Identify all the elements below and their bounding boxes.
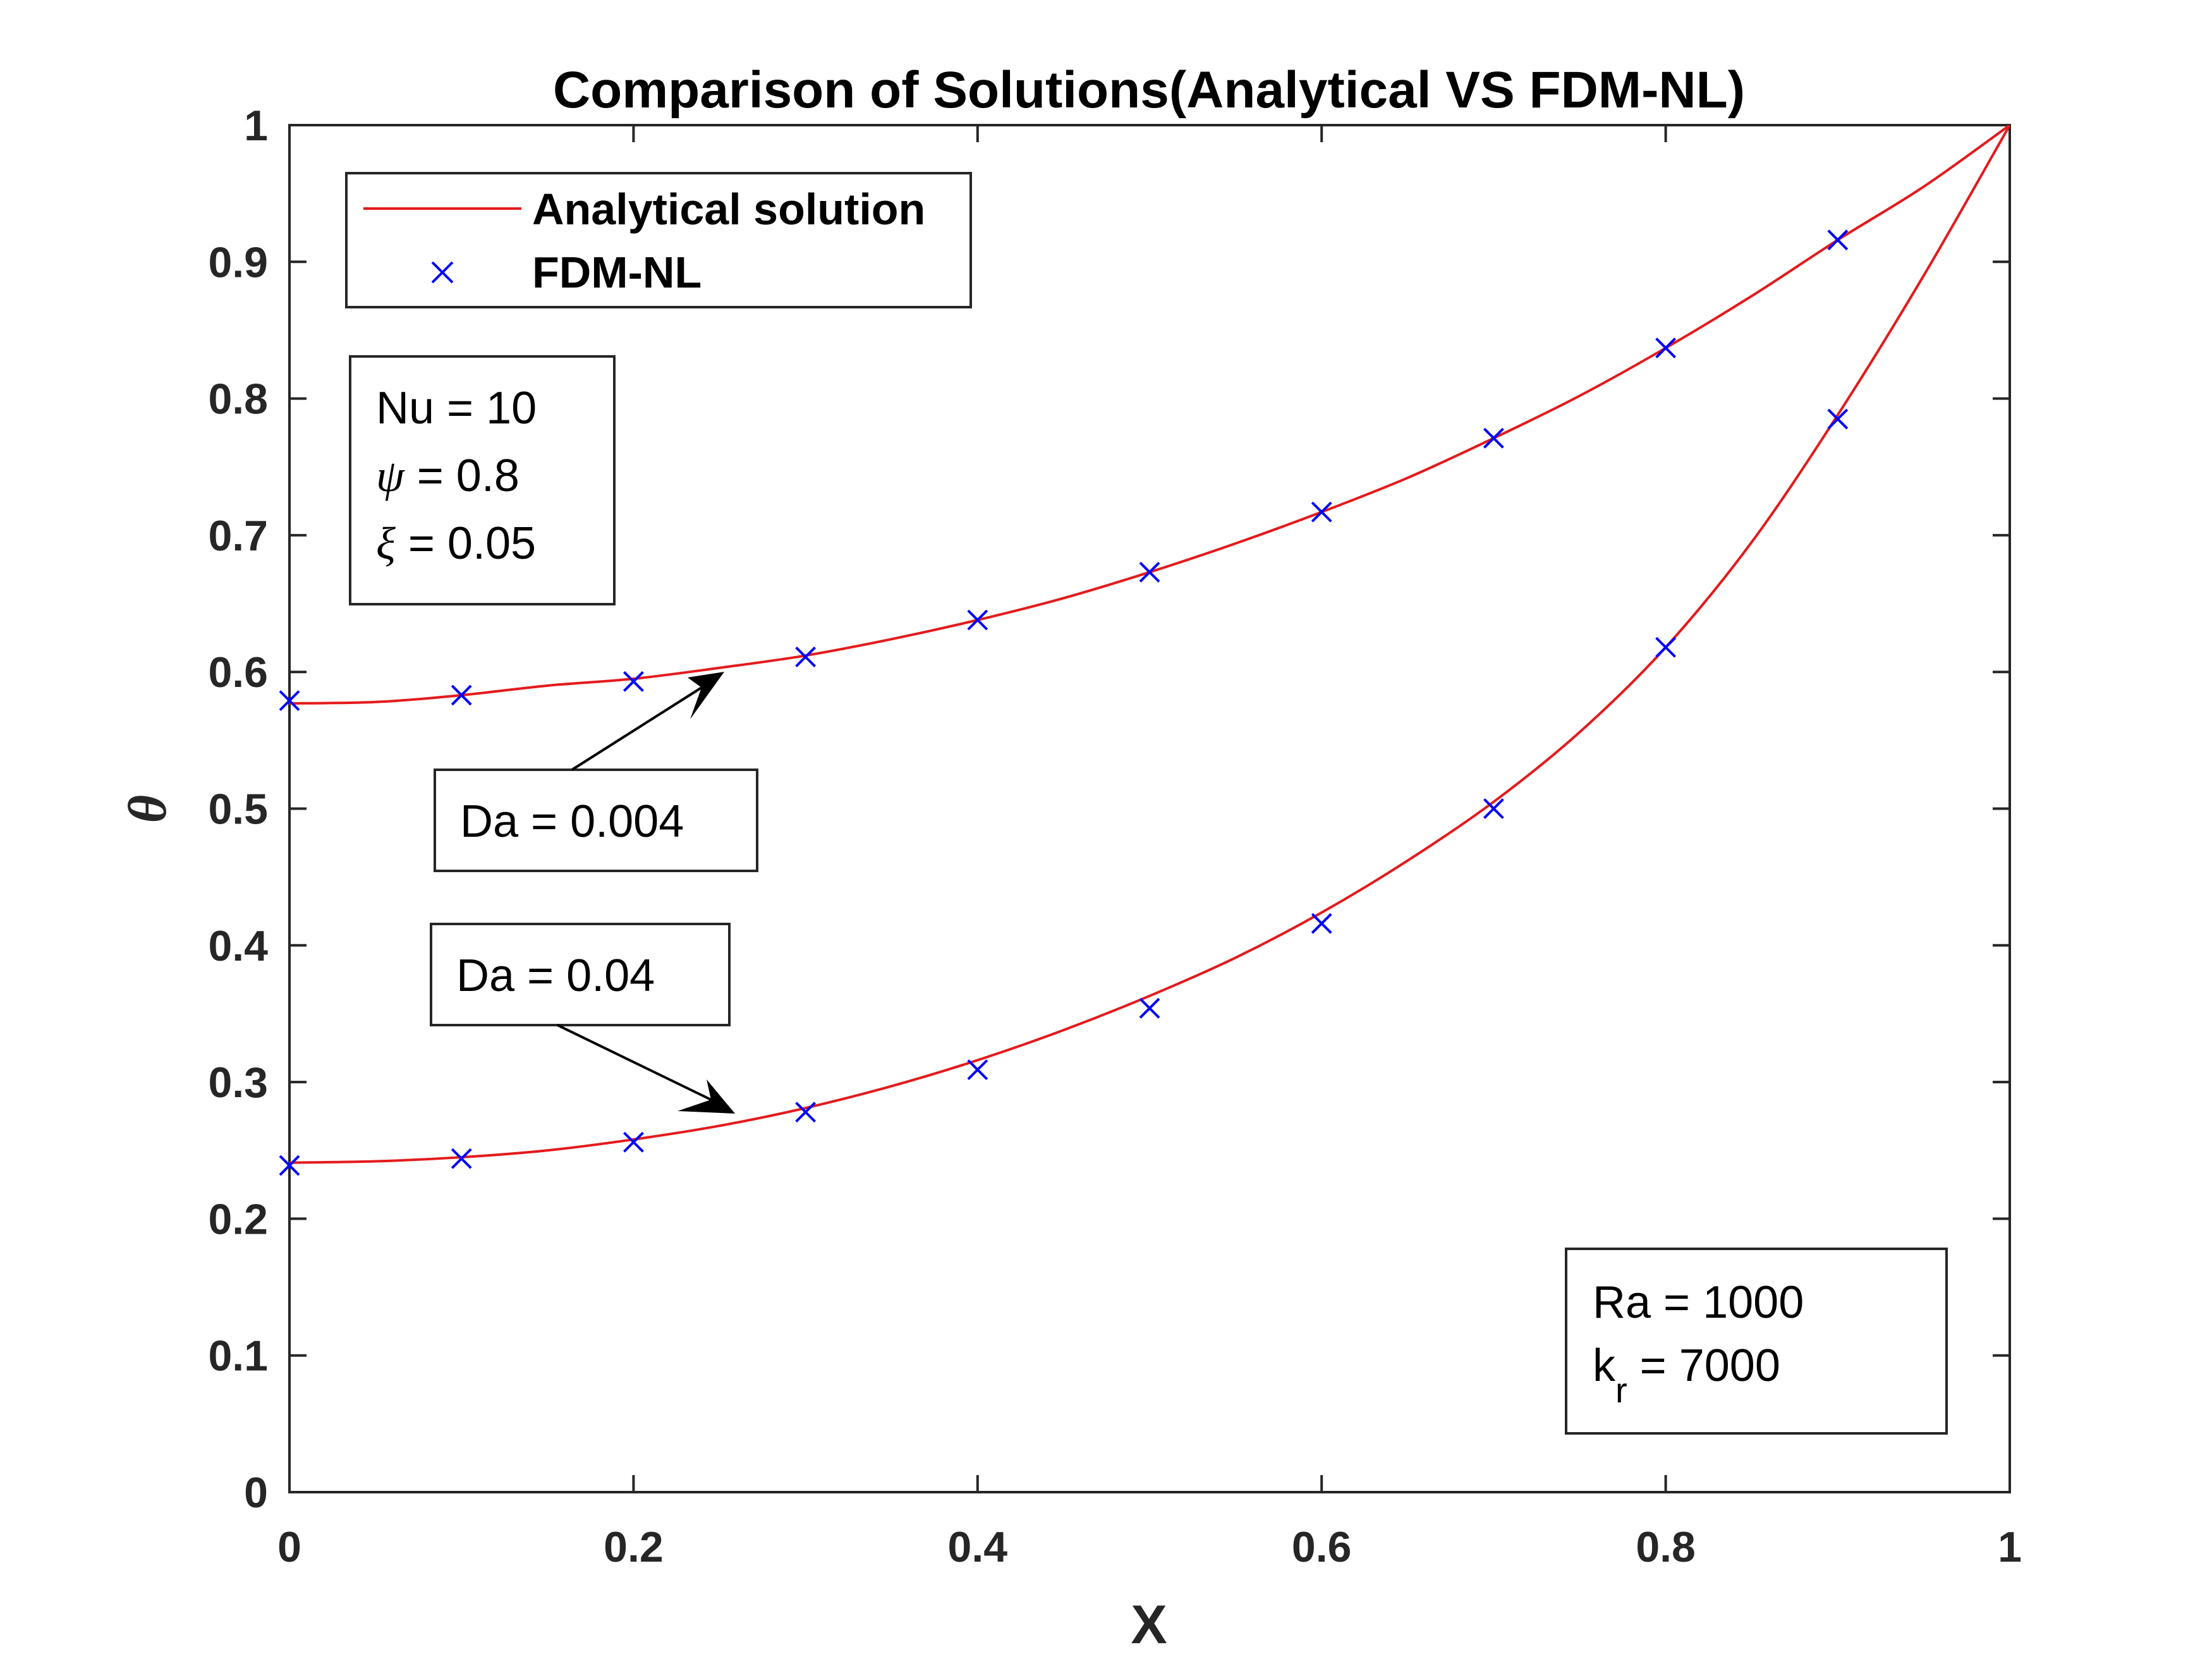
- psi-parameter: ψ = 0.8: [376, 451, 520, 501]
- fdm-data-point: [795, 1102, 817, 1123]
- series-layer: [289, 125, 2010, 1164]
- fdm-data-point: [1483, 798, 1504, 819]
- chart-title: Comparison of Solutions(Analytical VS FD…: [553, 61, 1745, 119]
- fdm-data-point: [279, 1155, 300, 1176]
- nu-parameter: Nu = 10: [376, 383, 537, 434]
- y-tick-label: 0.6: [208, 648, 268, 696]
- y-axis-label: θ: [117, 795, 178, 823]
- kr-base: k: [1593, 1340, 1616, 1391]
- da-004-annotation: Da = 0.04: [430, 923, 735, 1114]
- x-tick-label: 0.6: [1292, 1523, 1352, 1571]
- x-tick-label: 1: [1998, 1523, 2022, 1571]
- kr-subscript: r: [1615, 1370, 1627, 1410]
- legend-x-marker-swatch: [431, 261, 454, 284]
- fdm-data-point: [451, 1148, 472, 1169]
- ra-parameter: Ra = 1000: [1593, 1277, 1804, 1328]
- y-tick-label: 0: [244, 1469, 268, 1517]
- fdm-data-point: [1311, 501, 1332, 523]
- y-tick-label: 0.1: [208, 1332, 268, 1380]
- y-axis-ticks: 0 0.1 0.2 0.3 0.4 0.5 0.6 0.7 0.8 0.9 1: [208, 102, 2010, 1517]
- fdm-data-point: [1311, 913, 1332, 934]
- parameters-annotation-box: Nu = 10 ψ = 0.8 ξ = 0.05: [349, 355, 616, 605]
- x-axis-ticks: 0 0.2 0.4 0.6 0.8 1: [277, 125, 2022, 1571]
- kr-parameter: kr = 7000: [1593, 1340, 1780, 1410]
- psi-value: = 0.8: [404, 451, 520, 501]
- fdm-data-point: [1655, 337, 1677, 358]
- psi-symbol: ψ: [376, 451, 405, 501]
- legend-label-analytical: Analytical solution: [532, 185, 925, 234]
- da-0004-annotation: Da = 0.004: [434, 672, 758, 872]
- analytical-curve-series-0: [289, 125, 2010, 705]
- ra-kr-annotation-box: Ra = 1000 kr = 7000: [1565, 1248, 1948, 1435]
- fdm-data-point: [279, 690, 300, 712]
- kr-value: = 7000: [1627, 1340, 1780, 1391]
- fdm-data-point: [1655, 636, 1677, 658]
- da-004-label: Da = 0.04: [456, 951, 655, 1001]
- fdm-data-point: [967, 1059, 988, 1081]
- legend-box: [345, 172, 972, 308]
- analytical-curve-series-2: [289, 125, 2010, 1164]
- y-tick-label: 1: [244, 102, 268, 150]
- x-tick-label: 0.8: [1636, 1523, 1696, 1571]
- da-0004-label: Da = 0.004: [460, 796, 684, 847]
- x-tick-label: 0.4: [948, 1523, 1008, 1571]
- da-004-box: [430, 923, 731, 1026]
- legend-label-fdm: FDM-NL: [532, 248, 702, 297]
- da-0004-arrow-head: [688, 672, 724, 719]
- y-tick-label: 0.5: [208, 786, 268, 834]
- x-axis-label: X: [1131, 1595, 1167, 1655]
- legend: Analytical solution FDM-NL: [345, 172, 972, 308]
- y-tick-label: 0.7: [208, 512, 268, 560]
- fdm-data-point: [451, 684, 472, 706]
- da-0004-box: [434, 769, 758, 872]
- xi-parameter: ξ = 0.05: [376, 518, 536, 569]
- y-tick-label: 0.3: [208, 1059, 268, 1107]
- fdm-data-point: [1827, 408, 1849, 430]
- ra-kr-box-frame: [1565, 1248, 1948, 1435]
- y-tick-label: 0.9: [208, 238, 268, 286]
- x-tick-label: 0: [277, 1523, 301, 1571]
- marker-layer: [279, 229, 1849, 1176]
- fdm-data-point: [1139, 561, 1160, 583]
- fdm-data-point: [967, 609, 988, 631]
- da-004-arrow-head: [678, 1079, 735, 1114]
- xi-value: = 0.05: [396, 518, 536, 569]
- xi-symbol: ξ: [376, 518, 396, 569]
- fdm-data-point: [623, 1131, 644, 1153]
- y-tick-label: 0.2: [208, 1195, 268, 1243]
- da-004-arrow-shaft: [557, 1024, 712, 1101]
- da-0004-arrow-shaft: [571, 686, 703, 771]
- parameters-box-frame: [349, 355, 616, 605]
- fdm-data-point: [795, 646, 817, 667]
- fdm-data-point: [1483, 427, 1504, 449]
- fdm-data-point: [1139, 997, 1160, 1019]
- y-tick-label: 0.4: [208, 922, 268, 970]
- x-tick-label: 0.2: [604, 1523, 664, 1571]
- fdm-data-point: [1827, 229, 1849, 251]
- fdm-data-point: [623, 671, 644, 692]
- y-tick-label: 0.8: [208, 375, 268, 423]
